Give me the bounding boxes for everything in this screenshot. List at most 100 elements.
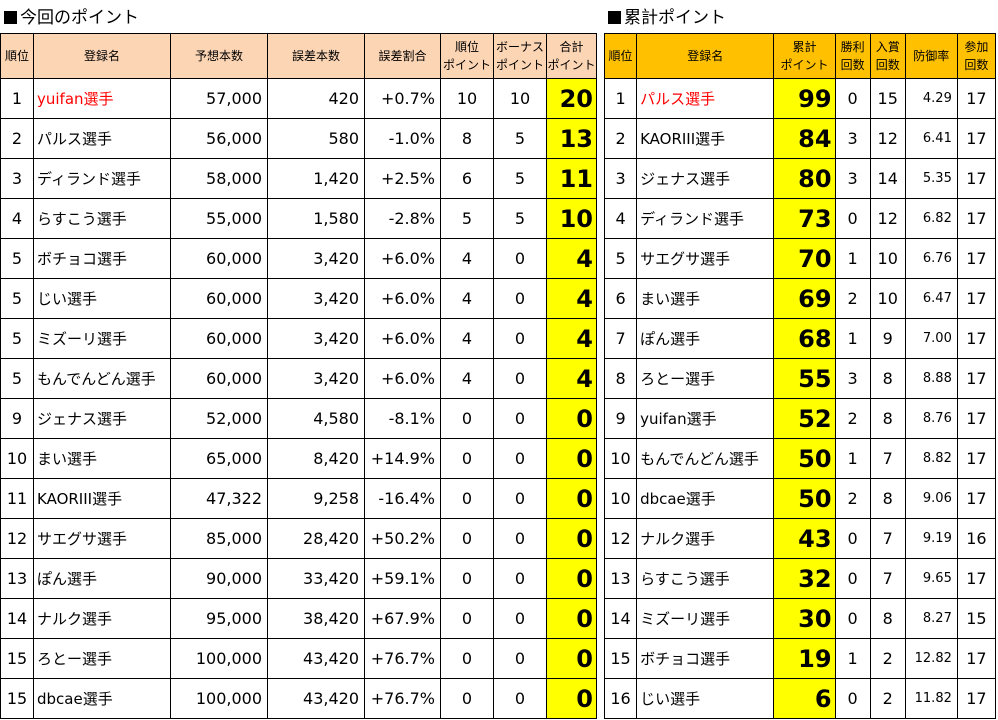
- player-name-cell: パルス選手: [33, 118, 171, 159]
- rank-cell: 1: [603, 78, 638, 119]
- entries-cell: 17: [956, 118, 997, 159]
- rank-points-cell: 0: [440, 518, 494, 559]
- total-points-cell: 0: [546, 598, 597, 639]
- cumulative-points-cell: 32: [773, 558, 836, 599]
- entries-cell: 17: [956, 438, 997, 479]
- table-row: 13 ぽん選手 90,000 33,420 +59.1% 0 0 0: [0, 558, 597, 599]
- bonus-points-cell: 10: [493, 78, 547, 119]
- cumulative-points-cell: 73: [773, 198, 836, 239]
- header-places: 入賞 回数: [869, 33, 906, 79]
- total-points-cell: 4: [546, 278, 597, 319]
- player-name-cell: ボチョコ選手: [33, 238, 171, 279]
- player-name-cell: yuifan選手: [636, 398, 775, 439]
- bonus-points-cell: 5: [493, 118, 547, 159]
- wins-cell: 0: [834, 678, 871, 719]
- rank-cell: 2: [603, 118, 638, 159]
- table-row: 15 dbcae選手 100,000 43,420 +76.7% 0 0 0: [0, 678, 597, 719]
- ratio-cell: +76.7%: [364, 638, 441, 679]
- rank-cell: 12: [603, 518, 638, 559]
- bonus-points-cell: 0: [493, 438, 547, 479]
- player-name-cell: ジェナス選手: [33, 398, 171, 439]
- rank-cell: 15: [0, 638, 34, 679]
- forecast-cell: 60,000: [170, 318, 268, 359]
- total-points-cell: 4: [546, 238, 597, 279]
- wins-cell: 2: [834, 478, 871, 519]
- rank-cell: 6: [603, 278, 638, 319]
- player-name-cell: パルス選手: [636, 78, 775, 119]
- wins-cell: 3: [834, 358, 871, 399]
- total-points-cell: 4: [546, 318, 597, 359]
- table-row: 6 まい選手 69 2 10 6.47 17: [603, 278, 997, 319]
- rank-cell: 3: [0, 158, 34, 199]
- rank-cell: 8: [603, 358, 638, 399]
- entries-cell: 17: [956, 638, 997, 679]
- places-cell: 7: [869, 518, 906, 559]
- cumulative-points-cell: 19: [773, 638, 836, 679]
- rank-cell: 5: [0, 238, 34, 279]
- current-points-title: 今回のポイント: [4, 5, 139, 31]
- rank-cell: 12: [0, 518, 34, 559]
- player-name-cell: dbcae選手: [33, 678, 171, 719]
- error-cell: 3,420: [267, 358, 365, 399]
- bonus-points-cell: 0: [493, 358, 547, 399]
- player-name-cell: サエグサ選手: [33, 518, 171, 559]
- rank-points-cell: 0: [440, 398, 494, 439]
- era-cell: 5.35: [904, 158, 958, 199]
- error-cell: 8,420: [267, 438, 365, 479]
- error-cell: 3,420: [267, 278, 365, 319]
- era-cell: 9.19: [904, 518, 958, 559]
- wins-cell: 0: [834, 598, 871, 639]
- ratio-cell: +0.7%: [364, 78, 441, 119]
- error-cell: 580: [267, 118, 365, 159]
- table-row: 10 まい選手 65,000 8,420 +14.9% 0 0 0: [0, 438, 597, 479]
- table-row: 10 もんでんどん選手 50 1 7 8.82 17: [603, 438, 997, 479]
- rank-cell: 2: [0, 118, 34, 159]
- player-name-cell: もんでんどん選手: [636, 438, 775, 479]
- forecast-cell: 90,000: [170, 558, 268, 599]
- places-cell: 7: [869, 558, 906, 599]
- places-cell: 2: [869, 678, 906, 719]
- error-cell: 420: [267, 78, 365, 119]
- forecast-cell: 65,000: [170, 438, 268, 479]
- player-name-cell: サエグサ選手: [636, 238, 775, 279]
- table-row: 7 ぽん選手 68 1 9 7.00 17: [603, 318, 997, 359]
- bonus-points-cell: 0: [493, 638, 547, 679]
- table-row: 4 ディランド選手 73 0 12 6.82 17: [603, 198, 997, 239]
- table-row: 5 ミズーリ選手 60,000 3,420 +6.0% 4 0 4: [0, 318, 597, 359]
- table-row: 5 じい選手 60,000 3,420 +6.0% 4 0 4: [0, 278, 597, 319]
- era-cell: 7.00: [904, 318, 958, 359]
- era-cell: 6.76: [904, 238, 958, 279]
- total-points-cell: 20: [546, 78, 597, 119]
- places-cell: 14: [869, 158, 906, 199]
- square-bullet-icon: [608, 11, 621, 24]
- rank-points-cell: 4: [440, 358, 494, 399]
- bonus-points-cell: 5: [493, 158, 547, 199]
- error-cell: 1,420: [267, 158, 365, 199]
- cumulative-points-cell: 99: [773, 78, 836, 119]
- cumulative-points-cell: 50: [773, 438, 836, 479]
- total-points-cell: 0: [546, 558, 597, 599]
- cumulative-points-table: 順位 登録名 累計 ポイント 勝利 回数 入賞 回数 防御率 参加 回数 1 パルス選手 99 0…: [603, 33, 997, 719]
- forecast-cell: 100,000: [170, 678, 268, 719]
- player-name-cell: まい選手: [636, 278, 775, 319]
- rank-cell: 3: [603, 158, 638, 199]
- bonus-points-cell: 0: [493, 518, 547, 559]
- header-rank: 順位: [0, 33, 34, 79]
- era-cell: 12.82: [904, 638, 958, 679]
- header-bonus-points: ボーナス ポイント: [493, 33, 547, 79]
- era-cell: 8.76: [904, 398, 958, 439]
- entries-cell: 17: [956, 358, 997, 399]
- header-name: 登録名: [636, 33, 775, 79]
- header-name: 登録名: [33, 33, 171, 79]
- player-name-cell: らすこう選手: [33, 198, 171, 239]
- rank-points-cell: 0: [440, 558, 494, 599]
- table-row: 14 ナルク選手 95,000 38,420 +67.9% 0 0 0: [0, 598, 597, 639]
- total-points-cell: 0: [546, 638, 597, 679]
- header-total-points: 合計 ポイント: [546, 33, 597, 79]
- ratio-cell: -1.0%: [364, 118, 441, 159]
- player-name-cell: らすこう選手: [636, 558, 775, 599]
- header-error: 誤差本数: [267, 33, 365, 79]
- total-points-cell: 0: [546, 678, 597, 719]
- header-cumulative-points: 累計 ポイント: [773, 33, 836, 79]
- entries-cell: 17: [956, 238, 997, 279]
